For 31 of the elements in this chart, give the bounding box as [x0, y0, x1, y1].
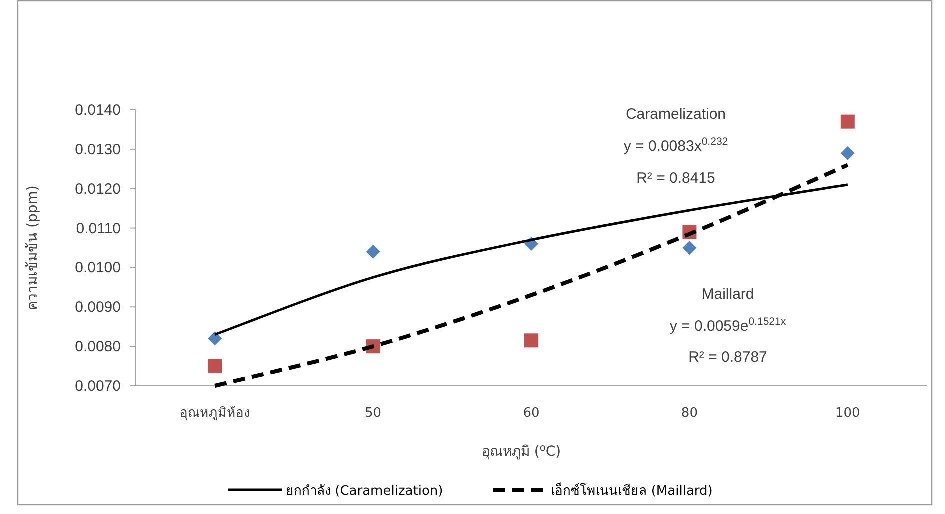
point [208, 359, 222, 374]
legend-label: เอ็กซ์โพเนนเชียล (Maillard) [551, 481, 713, 499]
legend-label: ยกกำลัง (Caramelization) [286, 484, 444, 499]
x-tick-label: 100 [835, 406, 860, 421]
y-tick-label: 0.0080 [75, 338, 121, 356]
y-tick-label: 0.0140 [75, 102, 121, 119]
point [682, 241, 697, 255]
point [524, 334, 538, 348]
point [840, 146, 855, 160]
y-tick-label: 0.0070 [75, 378, 121, 395]
annotation: R² = 0.8415 [636, 170, 716, 187]
point [208, 332, 222, 346]
x-tick-label: 60 [523, 406, 540, 421]
y-tick-label: 0.0090 [75, 299, 121, 316]
x-axis-title: อุณหภูมิ ($^{o}$C) [482, 442, 562, 460]
point [366, 244, 380, 259]
annotation: Maillard [702, 286, 754, 303]
line-series [213, 163, 850, 388]
y-tick-label: 0.0100 [75, 260, 121, 277]
y-tick-label: 0.0120 [75, 180, 121, 198]
x-tick-label: 80 [681, 406, 698, 421]
point [840, 114, 855, 129]
annotation: y = 0.0083x$^{0.232}$ [624, 136, 728, 155]
y-tick-label: 0.0110 [76, 220, 121, 238]
annotation: Caramelization [626, 106, 726, 123]
x-tick-label: 50 [365, 406, 382, 421]
annotation: y = 0.0059e$^{0.1521x}$ [670, 316, 787, 335]
x-tick-label: อุณหภูมิห้อง [180, 406, 250, 421]
y-tick-label: 0.0130 [75, 141, 121, 158]
y-axis-title: ความเข้มข้น (ppm) [25, 186, 41, 310]
annotation: R² = 0.8787 [688, 349, 768, 366]
